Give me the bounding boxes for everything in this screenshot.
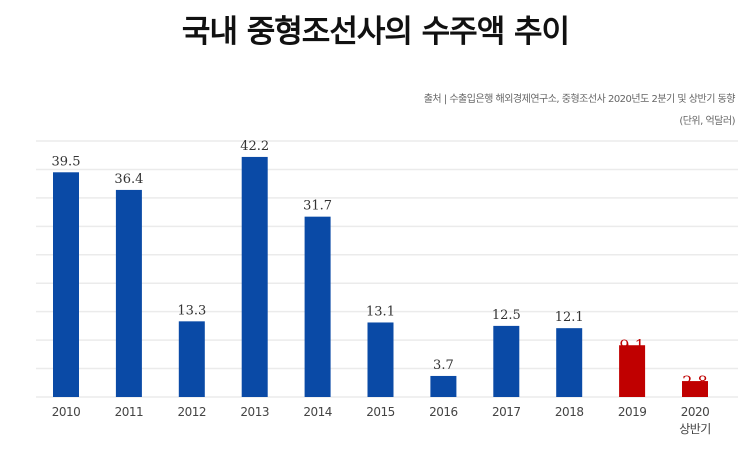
x-tick-label: 상반기 <box>679 422 711 436</box>
source-note: 출처 | 수출입은행 해외경제연구소, 중형조선사 2020년도 2분기 및 상… <box>423 94 736 105</box>
data-label: 36.4 <box>114 172 143 187</box>
bar <box>53 172 79 397</box>
chart-title: 국내 중형조선사의 수주액 추이 <box>181 14 570 50</box>
data-label: 42.2 <box>240 139 269 154</box>
bar <box>430 375 457 397</box>
x-tick-label: 2015 <box>366 405 395 419</box>
x-tick-label: 2018 <box>555 405 584 419</box>
x-tick-label: 2019 <box>618 405 647 419</box>
data-label: 12.5 <box>492 308 521 323</box>
bar <box>619 345 646 397</box>
x-tick-label: 2020 <box>681 405 710 419</box>
data-label: 13.3 <box>177 303 206 318</box>
x-tick-label: 2013 <box>240 405 269 419</box>
bar <box>556 328 583 397</box>
data-label: 3.7 <box>433 358 454 373</box>
bar <box>115 189 142 397</box>
bar <box>493 325 520 397</box>
bar <box>241 156 268 397</box>
x-tick-label: 2014 <box>303 405 332 419</box>
data-label: 13.1 <box>366 304 395 319</box>
x-tick-label: 2010 <box>52 405 81 419</box>
x-tick-label: 2016 <box>429 405 458 419</box>
x-tick-label: 2012 <box>178 405 207 419</box>
x-tick-label: 2017 <box>492 405 521 419</box>
data-label: 2.8 <box>682 372 707 391</box>
data-label: 39.5 <box>52 154 81 169</box>
bar <box>304 216 331 397</box>
data-label: 12.1 <box>555 310 584 325</box>
unit-note: (단위, 억달러) <box>679 116 735 127</box>
bar <box>367 322 394 397</box>
bar <box>682 381 708 397</box>
data-label: 31.7 <box>303 199 332 214</box>
bar <box>178 321 205 397</box>
x-tick-label: 2011 <box>115 405 144 419</box>
data-label: 9.1 <box>619 336 644 355</box>
